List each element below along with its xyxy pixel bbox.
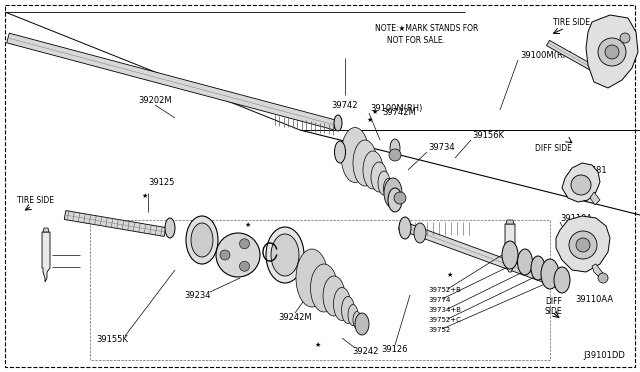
- Text: 39752: 39752: [428, 327, 451, 333]
- Ellipse shape: [186, 216, 218, 264]
- Text: TIRE SIDE: TIRE SIDE: [17, 196, 54, 205]
- Circle shape: [394, 192, 406, 204]
- Ellipse shape: [323, 276, 345, 316]
- Circle shape: [389, 149, 401, 161]
- Text: ★: ★: [245, 222, 251, 228]
- Text: J39101DD: J39101DD: [583, 351, 625, 360]
- Text: 39100M(RH): 39100M(RH): [520, 51, 572, 60]
- Circle shape: [576, 238, 590, 252]
- Polygon shape: [506, 220, 514, 224]
- Polygon shape: [6, 33, 336, 130]
- Ellipse shape: [383, 179, 392, 198]
- Text: ★: ★: [447, 272, 453, 278]
- Text: 39110AA: 39110AA: [575, 295, 613, 305]
- Circle shape: [239, 261, 250, 271]
- Ellipse shape: [502, 241, 518, 269]
- Circle shape: [569, 231, 597, 259]
- Bar: [90, 220, 550, 360]
- Text: 39734: 39734: [428, 142, 454, 151]
- Circle shape: [620, 33, 630, 43]
- Text: NOT FOR SALE.: NOT FOR SALE.: [375, 35, 445, 45]
- Ellipse shape: [399, 217, 411, 239]
- Text: 39202M: 39202M: [138, 96, 172, 105]
- Ellipse shape: [353, 140, 377, 186]
- Circle shape: [598, 273, 608, 283]
- Ellipse shape: [266, 227, 304, 283]
- Polygon shape: [592, 264, 608, 282]
- Text: DIFF SIDE: DIFF SIDE: [535, 144, 572, 153]
- Text: 39752+B: 39752+B: [428, 287, 461, 293]
- Polygon shape: [586, 15, 638, 88]
- Polygon shape: [547, 41, 607, 78]
- Circle shape: [220, 250, 230, 260]
- Text: ★: ★: [315, 342, 321, 348]
- Ellipse shape: [353, 311, 361, 328]
- Text: ★: ★: [142, 193, 148, 199]
- Ellipse shape: [342, 296, 355, 324]
- Ellipse shape: [334, 115, 342, 131]
- Text: 39734+B: 39734+B: [428, 307, 461, 313]
- Ellipse shape: [371, 162, 387, 192]
- Text: 39126: 39126: [381, 346, 408, 355]
- Text: ★: ★: [372, 109, 378, 115]
- Polygon shape: [556, 216, 610, 272]
- Ellipse shape: [165, 218, 175, 238]
- Ellipse shape: [341, 128, 369, 183]
- Text: 39752+C: 39752+C: [428, 317, 461, 323]
- Text: DIFF: DIFF: [545, 298, 562, 307]
- Text: 39156K: 39156K: [472, 131, 504, 140]
- Circle shape: [598, 38, 626, 66]
- Polygon shape: [562, 163, 600, 202]
- Ellipse shape: [554, 267, 570, 293]
- Ellipse shape: [388, 188, 402, 212]
- Text: 39234: 39234: [185, 291, 211, 299]
- Circle shape: [239, 239, 250, 249]
- Ellipse shape: [541, 259, 559, 289]
- Ellipse shape: [384, 178, 402, 208]
- Ellipse shape: [296, 249, 328, 307]
- Text: 39774: 39774: [428, 297, 451, 303]
- Text: 39742: 39742: [332, 100, 358, 109]
- Polygon shape: [399, 221, 552, 284]
- Text: 39742M: 39742M: [382, 108, 416, 116]
- Ellipse shape: [355, 313, 369, 335]
- Circle shape: [216, 233, 260, 277]
- Polygon shape: [590, 192, 600, 205]
- Circle shape: [605, 45, 619, 59]
- Text: 39242M: 39242M: [278, 314, 312, 323]
- Ellipse shape: [363, 151, 383, 189]
- Ellipse shape: [348, 305, 358, 326]
- Ellipse shape: [310, 264, 337, 312]
- Text: 39776: 39776: [567, 234, 594, 243]
- Text: TIRE SIDE: TIRE SIDE: [553, 17, 590, 26]
- Polygon shape: [43, 228, 49, 232]
- Ellipse shape: [414, 223, 426, 243]
- Ellipse shape: [333, 288, 351, 321]
- Polygon shape: [42, 232, 50, 282]
- Ellipse shape: [378, 171, 390, 195]
- Ellipse shape: [531, 256, 545, 280]
- Text: 39155K: 39155K: [96, 336, 128, 344]
- Ellipse shape: [518, 249, 532, 275]
- Text: SIDE: SIDE: [545, 308, 563, 317]
- Text: NOTE:★MARK STANDS FOR: NOTE:★MARK STANDS FOR: [375, 23, 478, 32]
- Ellipse shape: [271, 234, 299, 276]
- Polygon shape: [505, 224, 515, 272]
- Text: 39781: 39781: [580, 166, 607, 174]
- Ellipse shape: [335, 141, 346, 163]
- Ellipse shape: [191, 223, 213, 257]
- Circle shape: [571, 175, 591, 195]
- Text: 39242: 39242: [352, 347, 378, 356]
- Text: 39100M(RH): 39100M(RH): [370, 103, 422, 112]
- Text: ★: ★: [367, 117, 373, 123]
- Ellipse shape: [390, 139, 400, 157]
- Text: 39125: 39125: [148, 177, 174, 186]
- Polygon shape: [64, 211, 166, 237]
- Text: 39110A: 39110A: [560, 214, 592, 222]
